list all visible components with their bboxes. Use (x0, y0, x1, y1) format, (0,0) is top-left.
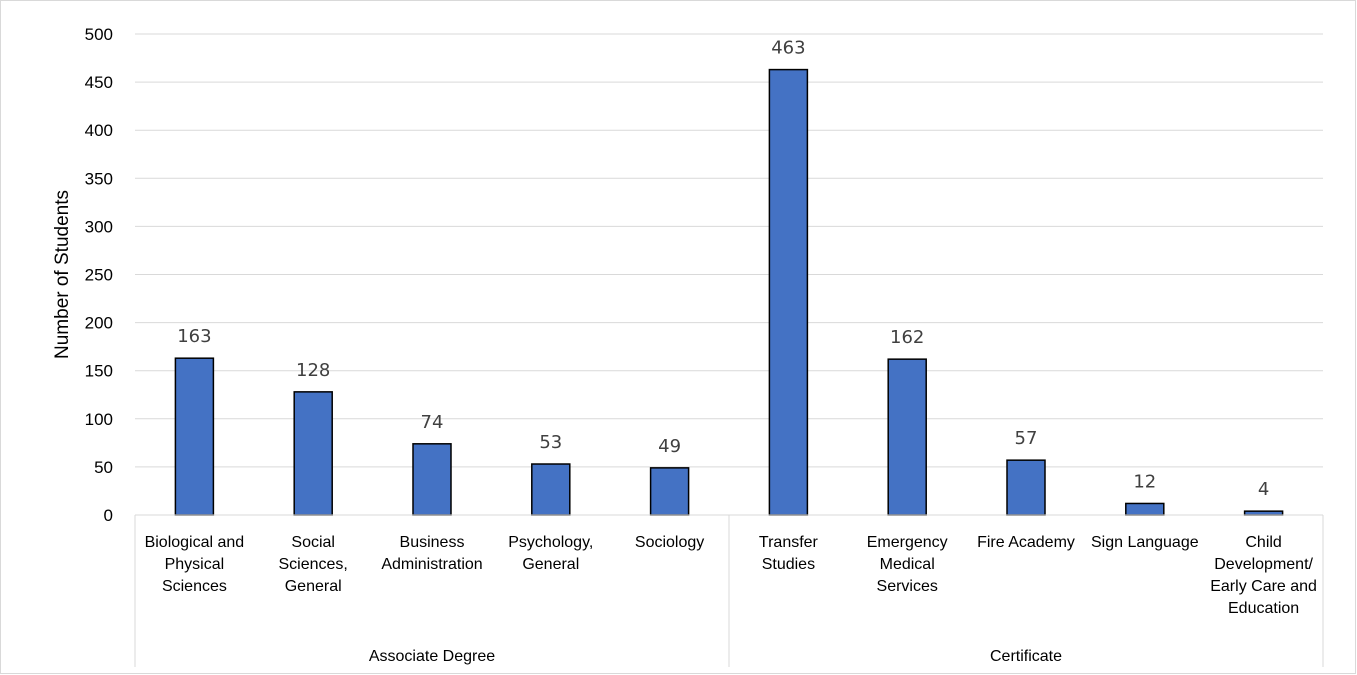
data-label: 4 (1258, 479, 1269, 500)
y-tick-label: 150 (85, 362, 113, 381)
x-axis: Biological and Physical Sciences Social Scie… (134, 514, 1324, 667)
y-tick-label: 0 (104, 506, 113, 525)
x-category-label: Transfer Studies (759, 534, 819, 573)
y-tick-label: 100 (85, 410, 113, 429)
y-tick-label: 200 (85, 314, 113, 333)
bar (768, 68, 809, 516)
data-label: 128 (296, 360, 330, 381)
x-category-label: Fire Academy (977, 534, 1075, 551)
bar (293, 391, 333, 516)
x-category-label: Sign Language (1091, 534, 1199, 551)
y-tick-label: 500 (85, 25, 113, 44)
y-axis-title: Number of Students (52, 190, 73, 359)
bar (649, 467, 690, 516)
y-axis-tick-labels: 0 50 100 150 200 250 300 350 400 450 500 (85, 25, 113, 525)
x-category-label: Psychology, General (508, 534, 593, 573)
x-category-label: Emergency Medical Services (867, 534, 948, 595)
bars (174, 68, 1284, 516)
bar (174, 357, 215, 516)
data-labels: 163 128 74 53 49 463 162 57 12 4 (177, 38, 1269, 501)
y-tick-label: 50 (94, 458, 113, 477)
data-label: 49 (658, 436, 681, 457)
bar (1243, 510, 1284, 516)
x-category-label: Sociology (635, 534, 704, 551)
data-label: 57 (1015, 428, 1038, 449)
group-label: Certificate (990, 648, 1062, 665)
data-label: 74 (421, 412, 444, 433)
y-tick-label: 250 (85, 266, 113, 285)
x-category-label: Child Development/Early Care and Education (1210, 534, 1317, 617)
bar (1006, 459, 1046, 516)
data-label: 463 (771, 38, 805, 59)
x-category-label: Social Sciences, General (279, 534, 348, 595)
y-tick-label: 300 (85, 217, 113, 236)
data-label: 162 (890, 327, 924, 348)
x-category-label: Biological and Physical Sciences (145, 534, 245, 595)
data-label: 163 (177, 326, 211, 347)
bar (412, 443, 452, 516)
group-label: Associate Degree (369, 648, 495, 665)
gridlines (135, 33, 1323, 468)
y-tick-label: 400 (85, 121, 113, 140)
bar (531, 463, 571, 516)
x-category-label: Business Administration (381, 534, 482, 573)
bar (887, 358, 927, 516)
data-label: 53 (539, 432, 562, 453)
bar (1125, 502, 1165, 516)
y-tick-label: 350 (85, 169, 113, 188)
data-label: 12 (1133, 471, 1156, 492)
y-tick-label: 450 (85, 73, 113, 92)
